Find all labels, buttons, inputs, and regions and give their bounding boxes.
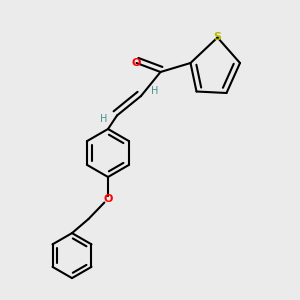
Text: S: S: [214, 32, 221, 43]
Text: H: H: [151, 86, 158, 97]
Text: O: O: [132, 58, 141, 68]
Text: O: O: [103, 194, 113, 205]
Text: H: H: [100, 113, 107, 124]
